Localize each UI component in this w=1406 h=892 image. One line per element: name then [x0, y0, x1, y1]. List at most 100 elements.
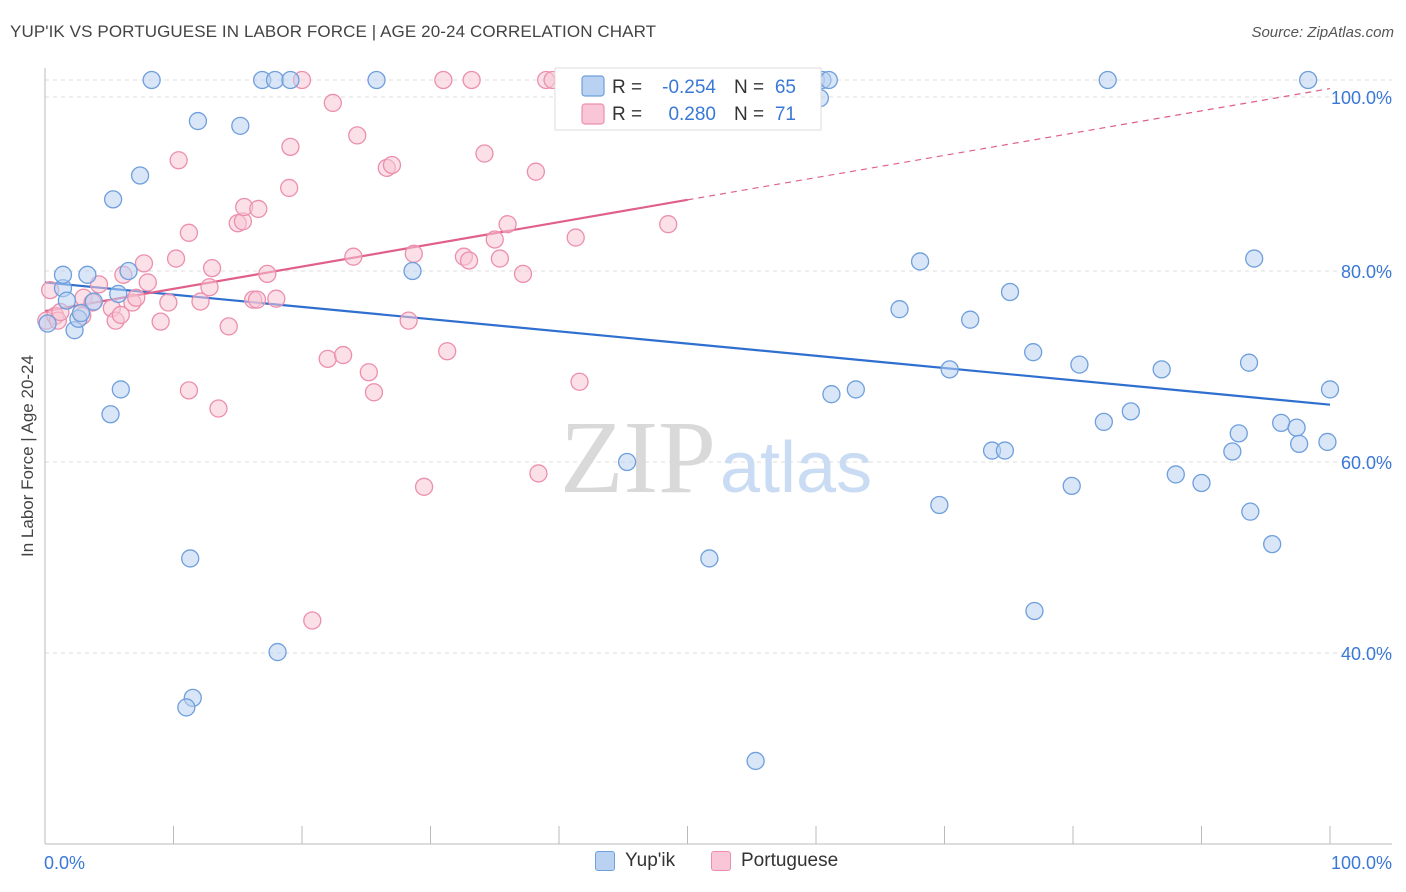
point-yupik	[181, 549, 200, 568]
point-portuguese	[475, 144, 494, 163]
point-yupik	[101, 405, 120, 424]
point-yupik	[617, 452, 637, 472]
yupik-n-value: 65	[775, 77, 796, 98]
point-portuguese	[258, 264, 277, 284]
legend-item-yupik[interactable]: Yup'ik	[595, 850, 675, 872]
point-portuguese	[462, 70, 481, 90]
point-portuguese	[267, 289, 286, 308]
point-yupik	[1025, 601, 1044, 621]
point-portuguese	[166, 249, 186, 268]
point-portuguese	[169, 151, 188, 170]
point-yupik	[1299, 70, 1318, 90]
portuguese-r-label: R =	[612, 104, 642, 125]
point-yupik	[111, 380, 130, 399]
point-yupik	[1098, 70, 1117, 90]
point-portuguese	[281, 137, 300, 157]
point-portuguese	[348, 126, 367, 145]
point-portuguese	[566, 228, 585, 247]
point-portuguese	[151, 312, 170, 331]
point-yupik	[268, 642, 287, 662]
watermark: ZIP atlas	[560, 400, 872, 515]
point-portuguese	[513, 264, 533, 284]
watermark-atlas: atlas	[720, 428, 872, 508]
yupik-r-value: -0.254	[662, 77, 716, 98]
point-portuguese	[570, 372, 589, 391]
point-yupik	[403, 261, 422, 281]
point-portuguese	[382, 155, 402, 175]
point-yupik	[961, 310, 980, 329]
point-yupik	[231, 116, 250, 135]
point-portuguese	[438, 342, 457, 361]
x-tick-label-max: 100.0%	[1331, 853, 1392, 873]
point-yupik	[57, 291, 76, 310]
yupik-swatch	[581, 75, 605, 97]
point-portuguese	[200, 278, 219, 297]
chart-title: YUP'IK VS PORTUGUESE IN LABOR FORCE | AG…	[10, 22, 657, 41]
point-yupik	[1245, 249, 1264, 268]
point-yupik	[142, 70, 161, 90]
point-yupik	[71, 303, 91, 323]
y-axis-label: In Labor Force | Age 20-24	[18, 355, 37, 557]
point-portuguese	[498, 215, 517, 234]
point-yupik	[1263, 534, 1282, 554]
point-yupik	[177, 698, 196, 717]
point-portuguese	[364, 383, 384, 402]
y-tick-label: 40.0%	[1341, 644, 1392, 664]
point-yupik	[995, 441, 1015, 460]
point-yupik	[1229, 424, 1248, 443]
point-portuguese	[127, 288, 146, 307]
point-portuguese	[138, 273, 157, 292]
legend-item-portuguese[interactable]: Portuguese	[711, 850, 838, 872]
point-yupik	[1223, 442, 1242, 461]
point-portuguese	[485, 230, 504, 249]
point-yupik	[890, 300, 909, 319]
point-portuguese	[209, 399, 228, 418]
series-yupik	[38, 70, 1340, 771]
point-yupik	[930, 495, 949, 515]
point-yupik	[940, 360, 959, 379]
point-portuguese	[404, 244, 423, 263]
point-portuguese	[111, 305, 130, 325]
yupik-r-label: R =	[612, 77, 642, 98]
series-legend: Yup'ik Portuguese	[0, 850, 1406, 880]
portuguese-n-label: N =	[734, 104, 764, 125]
point-portuguese	[659, 215, 678, 234]
point-yupik	[109, 284, 128, 304]
yupik-n-label: N =	[734, 77, 764, 98]
point-yupik	[265, 70, 285, 90]
legend-swatch-portuguese	[711, 851, 731, 871]
point-yupik	[281, 70, 300, 90]
point-yupik	[53, 265, 73, 284]
point-portuguese	[490, 249, 510, 268]
point-portuguese	[247, 290, 267, 309]
gridlines	[45, 79, 1392, 654]
point-yupik	[1287, 418, 1306, 437]
tick-labels: 40.0% 60.0% 80.0% 100.0% 0.0% 100.0%	[44, 88, 1392, 873]
legend-label-portuguese: Portuguese	[741, 850, 839, 871]
point-portuguese	[526, 162, 546, 181]
stats-legend: R = -0.254 N = 65 R = 0.280 N = 71	[554, 67, 822, 131]
point-yupik	[188, 111, 208, 131]
point-portuguese	[359, 363, 378, 382]
point-yupik	[822, 385, 841, 404]
source-attribution: Source: ZipAtlas.com	[1251, 24, 1394, 41]
point-yupik	[1000, 282, 1020, 302]
point-yupik	[1166, 465, 1185, 484]
point-yupik	[1094, 412, 1113, 432]
point-yupik	[1192, 473, 1211, 493]
point-portuguese	[399, 311, 418, 330]
point-portuguese	[279, 178, 299, 198]
point-yupik	[1152, 360, 1171, 379]
point-yupik	[746, 751, 765, 771]
trend-line-yupik	[44, 281, 1331, 406]
point-portuguese	[202, 258, 222, 278]
point-portuguese	[344, 247, 363, 266]
point-portuguese	[219, 317, 238, 336]
portuguese-n-value: 71	[775, 104, 796, 125]
point-portuguese	[414, 477, 434, 496]
trend-lines	[44, 88, 1331, 406]
y-tick-label: 80.0%	[1341, 262, 1392, 282]
point-portuguese	[323, 93, 342, 113]
point-yupik	[1290, 434, 1309, 454]
point-yupik	[119, 261, 138, 281]
